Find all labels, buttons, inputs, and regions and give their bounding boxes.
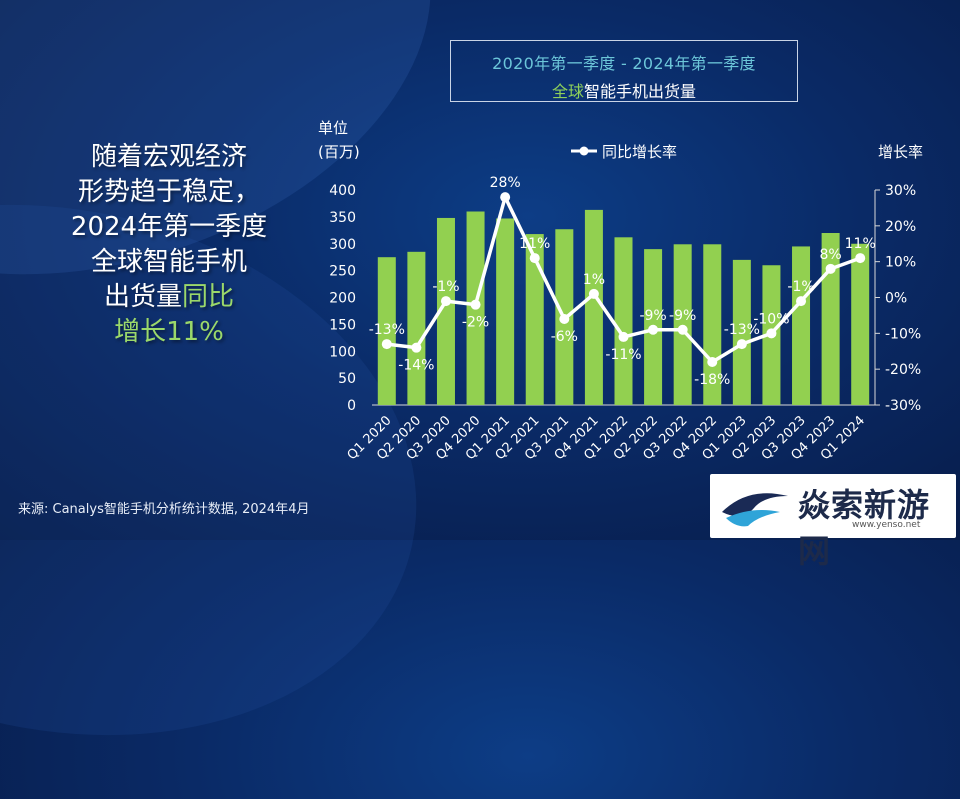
growth-data-label: 28% (490, 175, 521, 191)
left-unit-label: 单位 (318, 119, 348, 137)
right-tick-label: 30% (885, 183, 916, 199)
growth-data-label: -9% (639, 308, 666, 324)
shipment-bar (732, 259, 751, 405)
subtitle-rest: 智能手机出货量 (584, 82, 697, 101)
chart-title: 2020年第一季度 - 2024年第一季度 (492, 54, 756, 73)
right-tick-label: 0% (885, 291, 907, 307)
growth-data-label: -18% (694, 372, 730, 388)
shipment-bar (614, 237, 633, 405)
growth-data-label: 1% (583, 272, 605, 288)
right-tick-label: 10% (885, 255, 916, 271)
growth-data-label: -1% (787, 279, 814, 295)
growth-data-label: -13% (724, 322, 760, 338)
growth-data-label: 11% (519, 236, 550, 252)
shipment-bar (407, 251, 426, 405)
growth-labels: -13% -14% -1% -2% 28% 11% -6% 1% -11% -9% -9% -18% -… (369, 175, 876, 388)
growth-point (559, 314, 570, 324)
headline-line: 全球智能手机 (90, 247, 247, 277)
left-tick-label: 350 (329, 210, 356, 226)
shipments-chart: 单位 (百万) 增长率 同比增长率 400 350 300 250 200 150 100 5… (318, 119, 923, 463)
growth-point (440, 296, 451, 307)
left-tick-label: 150 (329, 317, 356, 333)
shipment-bar (851, 243, 870, 405)
growth-point (470, 299, 481, 310)
headline-plain: 出货量 (103, 282, 182, 312)
chart-title-box: 2020年第一季度 - 2024年第一季度 全球智能手机出货量 (450, 40, 798, 102)
left-tick-label: 50 (338, 371, 356, 387)
shipment-bar (673, 244, 692, 405)
shipment-bar (792, 246, 811, 405)
growth-point (736, 339, 747, 350)
growth-point (855, 253, 866, 264)
growth-data-label: -10% (753, 311, 789, 327)
right-tick-label: -20% (885, 362, 921, 378)
shipment-bar (436, 217, 455, 405)
shipment-bar (584, 209, 603, 405)
growth-data-label: 8% (820, 247, 842, 263)
headline-line: 随着宏观经济 (90, 142, 247, 172)
headline-line-highlight: 增长11% (114, 317, 224, 347)
left-tick-label: 300 (329, 237, 356, 253)
site-logo: 焱索新游网 www.yenso.net (710, 474, 956, 570)
headline-highlight: 同比 (182, 282, 235, 312)
growth-point (500, 192, 511, 203)
left-tick-label: 400 (329, 183, 356, 199)
growth-data-label: -11% (605, 347, 641, 363)
legend: 同比增长率 (571, 143, 677, 161)
growth-data-label: -13% (369, 322, 405, 338)
right-tick-label: 20% (885, 219, 916, 235)
headline-text: 随着宏观经济 形势趋于稳定， 2024年第一季度 全球智能手机 出货量同比 增长… (38, 140, 300, 350)
growth-data-label: -2% (462, 315, 489, 331)
growth-point (796, 296, 807, 307)
shipment-bar (496, 218, 515, 405)
growth-point (588, 288, 599, 299)
left-tick-label: 0 (347, 398, 356, 414)
growth-line (381, 192, 866, 367)
growth-point (529, 253, 540, 264)
growth-point (381, 339, 392, 350)
shipment-bar (525, 234, 544, 405)
legend-marker-icon (579, 146, 589, 156)
growth-point (677, 324, 688, 335)
growth-point (648, 324, 659, 335)
shipment-bar (377, 257, 396, 405)
left-unit-label-2: (百万) (318, 143, 360, 161)
growth-point (411, 342, 422, 353)
right-unit-label: 增长率 (878, 143, 923, 161)
left-tick-label: 250 (329, 264, 356, 280)
growth-point (618, 331, 629, 342)
shipment-bar (703, 244, 722, 405)
growth-data-label: -1% (432, 279, 459, 295)
logo-url: www.yenso.net (852, 520, 921, 530)
growth-data-label: 11% (845, 236, 876, 252)
growth-data-label: -14% (398, 358, 434, 374)
right-tick-label: -30% (885, 398, 921, 414)
subtitle-highlight: 全球 (551, 82, 584, 101)
bird-logo-icon (722, 493, 788, 527)
growth-point (825, 263, 836, 274)
headline-line: 2024年第一季度 (70, 212, 268, 242)
growth-point (766, 328, 777, 339)
chart-subtitle: 全球智能手机出货量 (451, 78, 797, 102)
left-tick-label: 100 (329, 344, 356, 360)
right-tick-label: -10% (885, 326, 921, 342)
growth-data-label: -6% (551, 329, 578, 345)
bars (377, 209, 870, 405)
headline-line: 形势趋于稳定， (77, 177, 260, 207)
headline-line: 出货量同比 (38, 280, 300, 315)
growth-point (707, 357, 718, 367)
legend-label: 同比增长率 (602, 143, 677, 161)
source-note: 来源: Canalys智能手机分析统计数据, 2024年4月 (18, 502, 310, 517)
left-tick-label: 200 (329, 291, 356, 307)
growth-data-label: -9% (669, 308, 696, 324)
